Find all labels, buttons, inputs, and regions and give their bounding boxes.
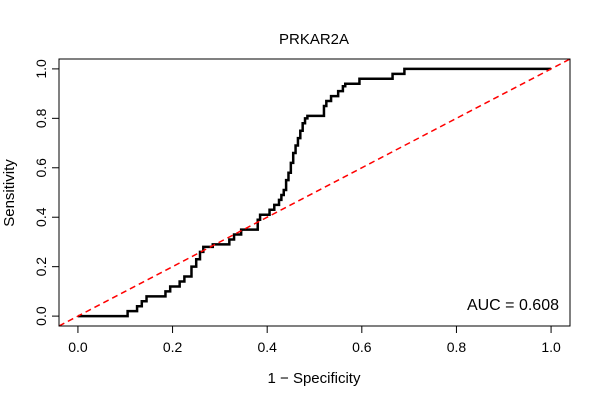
x-tick-label: 0.2 (163, 339, 183, 355)
series-layer (58, 58, 571, 327)
y-tick-label: 0.4 (33, 207, 49, 227)
y-axis: 0.0 0.2 0.4 0.6 0.8 1.0 (33, 59, 60, 326)
x-tick-label: 0.8 (447, 339, 467, 355)
y-tick-label: 0.0 (33, 306, 49, 326)
reference-diagonal-line (58, 58, 571, 327)
chart-title: PRKAR2A (279, 31, 349, 48)
y-tick-label: 0.2 (33, 257, 49, 277)
x-tick-label: 0.6 (352, 339, 372, 355)
y-tick-label: 1.0 (33, 59, 49, 79)
x-tick-label: 0.4 (257, 339, 277, 355)
x-tick-label: 0.0 (68, 339, 88, 355)
roc-curve-line (77, 67, 552, 318)
y-tick-label: 0.8 (33, 108, 49, 128)
y-axis-label: Sensitivity (1, 159, 18, 227)
x-axis-label: 1 − Specificity (268, 370, 361, 387)
auc-annotation: AUC = 0.608 (467, 297, 559, 314)
y-tick-label: 0.6 (33, 158, 49, 178)
x-tick-label: 1.0 (541, 339, 561, 355)
x-axis: 0.0 0.2 0.4 0.6 0.8 1.0 (68, 325, 561, 355)
